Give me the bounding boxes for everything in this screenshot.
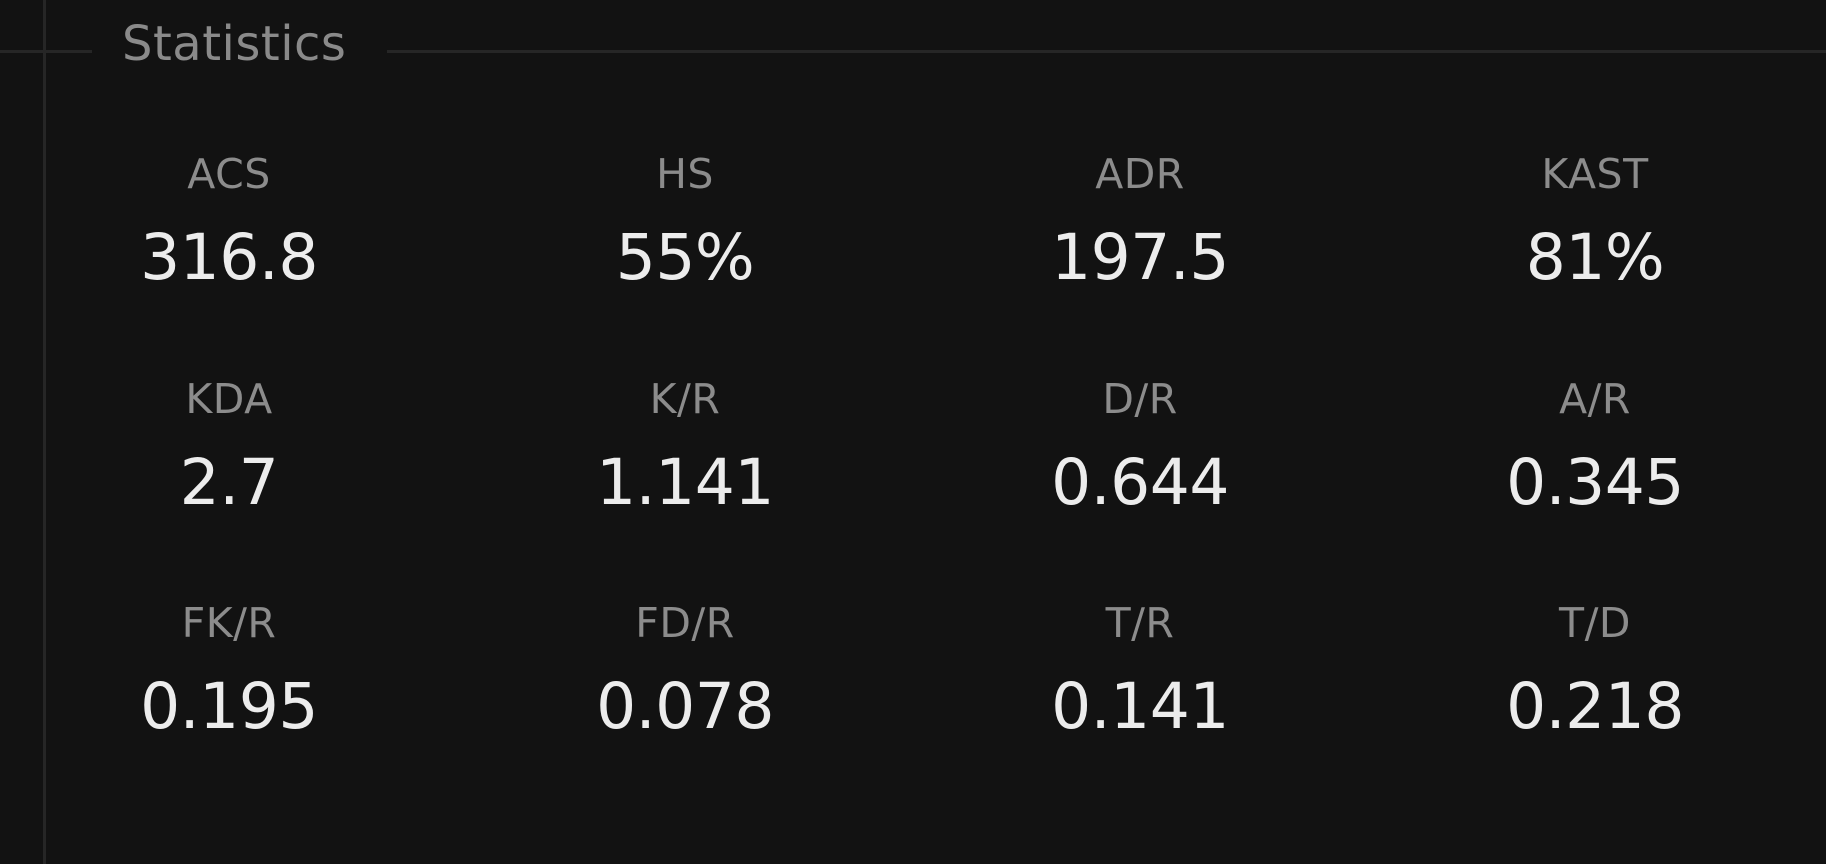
stat-value: 0.078 — [596, 670, 774, 743]
stat-value: 197.5 — [1051, 221, 1229, 294]
stat-label: ADR — [1095, 150, 1185, 198]
stat-ar: A/R 0.345 — [1415, 375, 1775, 519]
stat-value: 0.218 — [1506, 670, 1684, 743]
stat-tr: T/R 0.141 — [960, 599, 1320, 743]
stat-dr: D/R 0.644 — [960, 375, 1320, 519]
stat-fdr: FD/R 0.078 — [505, 599, 865, 743]
stat-label: A/R — [1559, 375, 1631, 423]
section-title: Statistics — [122, 16, 347, 72]
stat-adr: ADR 197.5 — [960, 150, 1320, 294]
statistics-grid: ACS 316.8 HS 55% ADR 197.5 KAST 81% KDA … — [46, 0, 1826, 864]
stat-value: 81% — [1525, 221, 1665, 294]
stat-value: 55% — [615, 221, 755, 294]
stat-fkr: FK/R 0.195 — [49, 599, 409, 743]
stat-value: 316.8 — [140, 221, 318, 294]
stat-label: K/R — [649, 375, 721, 423]
stat-label: KAST — [1541, 150, 1649, 198]
stat-label: ACS — [187, 150, 271, 198]
stat-kast: KAST 81% — [1415, 150, 1775, 294]
stat-label: T/D — [1559, 599, 1631, 647]
stat-acs: ACS 316.8 — [49, 150, 409, 294]
stat-value: 0.644 — [1051, 446, 1229, 519]
stat-value: 1.141 — [596, 446, 774, 519]
stat-label: HS — [656, 150, 714, 198]
stat-label: T/R — [1105, 599, 1175, 647]
stat-label: FK/R — [181, 599, 277, 647]
stat-kda: KDA 2.7 — [49, 375, 409, 519]
divider-left — [0, 50, 92, 53]
stat-value: 0.141 — [1051, 670, 1229, 743]
stat-kr: K/R 1.141 — [505, 375, 865, 519]
stat-hs: HS 55% — [505, 150, 865, 294]
stat-value: 0.195 — [140, 670, 318, 743]
stat-td: T/D 0.218 — [1415, 599, 1775, 743]
stat-value: 0.345 — [1506, 446, 1684, 519]
stat-label: D/R — [1102, 375, 1178, 423]
panel-border-left — [43, 0, 46, 864]
stat-value: 2.7 — [179, 446, 279, 519]
stat-label: KDA — [185, 375, 273, 423]
stat-label: FD/R — [635, 599, 735, 647]
divider-right — [387, 50, 1826, 53]
